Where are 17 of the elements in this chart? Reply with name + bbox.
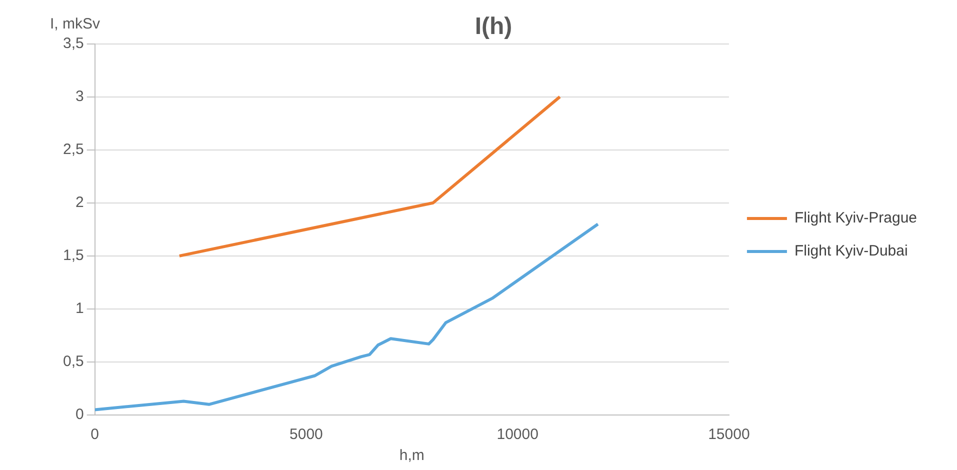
x-tick-label: 10000 xyxy=(496,426,538,444)
y-tick-label: 2 xyxy=(76,194,84,212)
y-tick-label: 1 xyxy=(76,300,84,318)
y-tick-label: 3,5 xyxy=(62,34,84,52)
y-axis-title: I, mkSv xyxy=(50,15,100,32)
legend-label: Flight Kyiv-Dubai xyxy=(794,242,908,260)
y-tick-label: 2,5 xyxy=(62,141,84,158)
y-tick-label: 1,5 xyxy=(62,247,84,264)
y-tick-label: 3 xyxy=(76,88,84,105)
y-tick-label: 0 xyxy=(76,406,84,424)
legend-label: Flight Kyiv-Prague xyxy=(794,210,918,227)
x-tick-label: 5000 xyxy=(290,426,323,444)
x-tick-label: 0 xyxy=(90,426,100,444)
y-tick-label: 0,5 xyxy=(62,353,84,370)
x-tick-label: 15000 xyxy=(708,426,750,444)
chart-title: I(h) xyxy=(474,13,512,40)
x-axis-title: h,m xyxy=(399,447,424,464)
